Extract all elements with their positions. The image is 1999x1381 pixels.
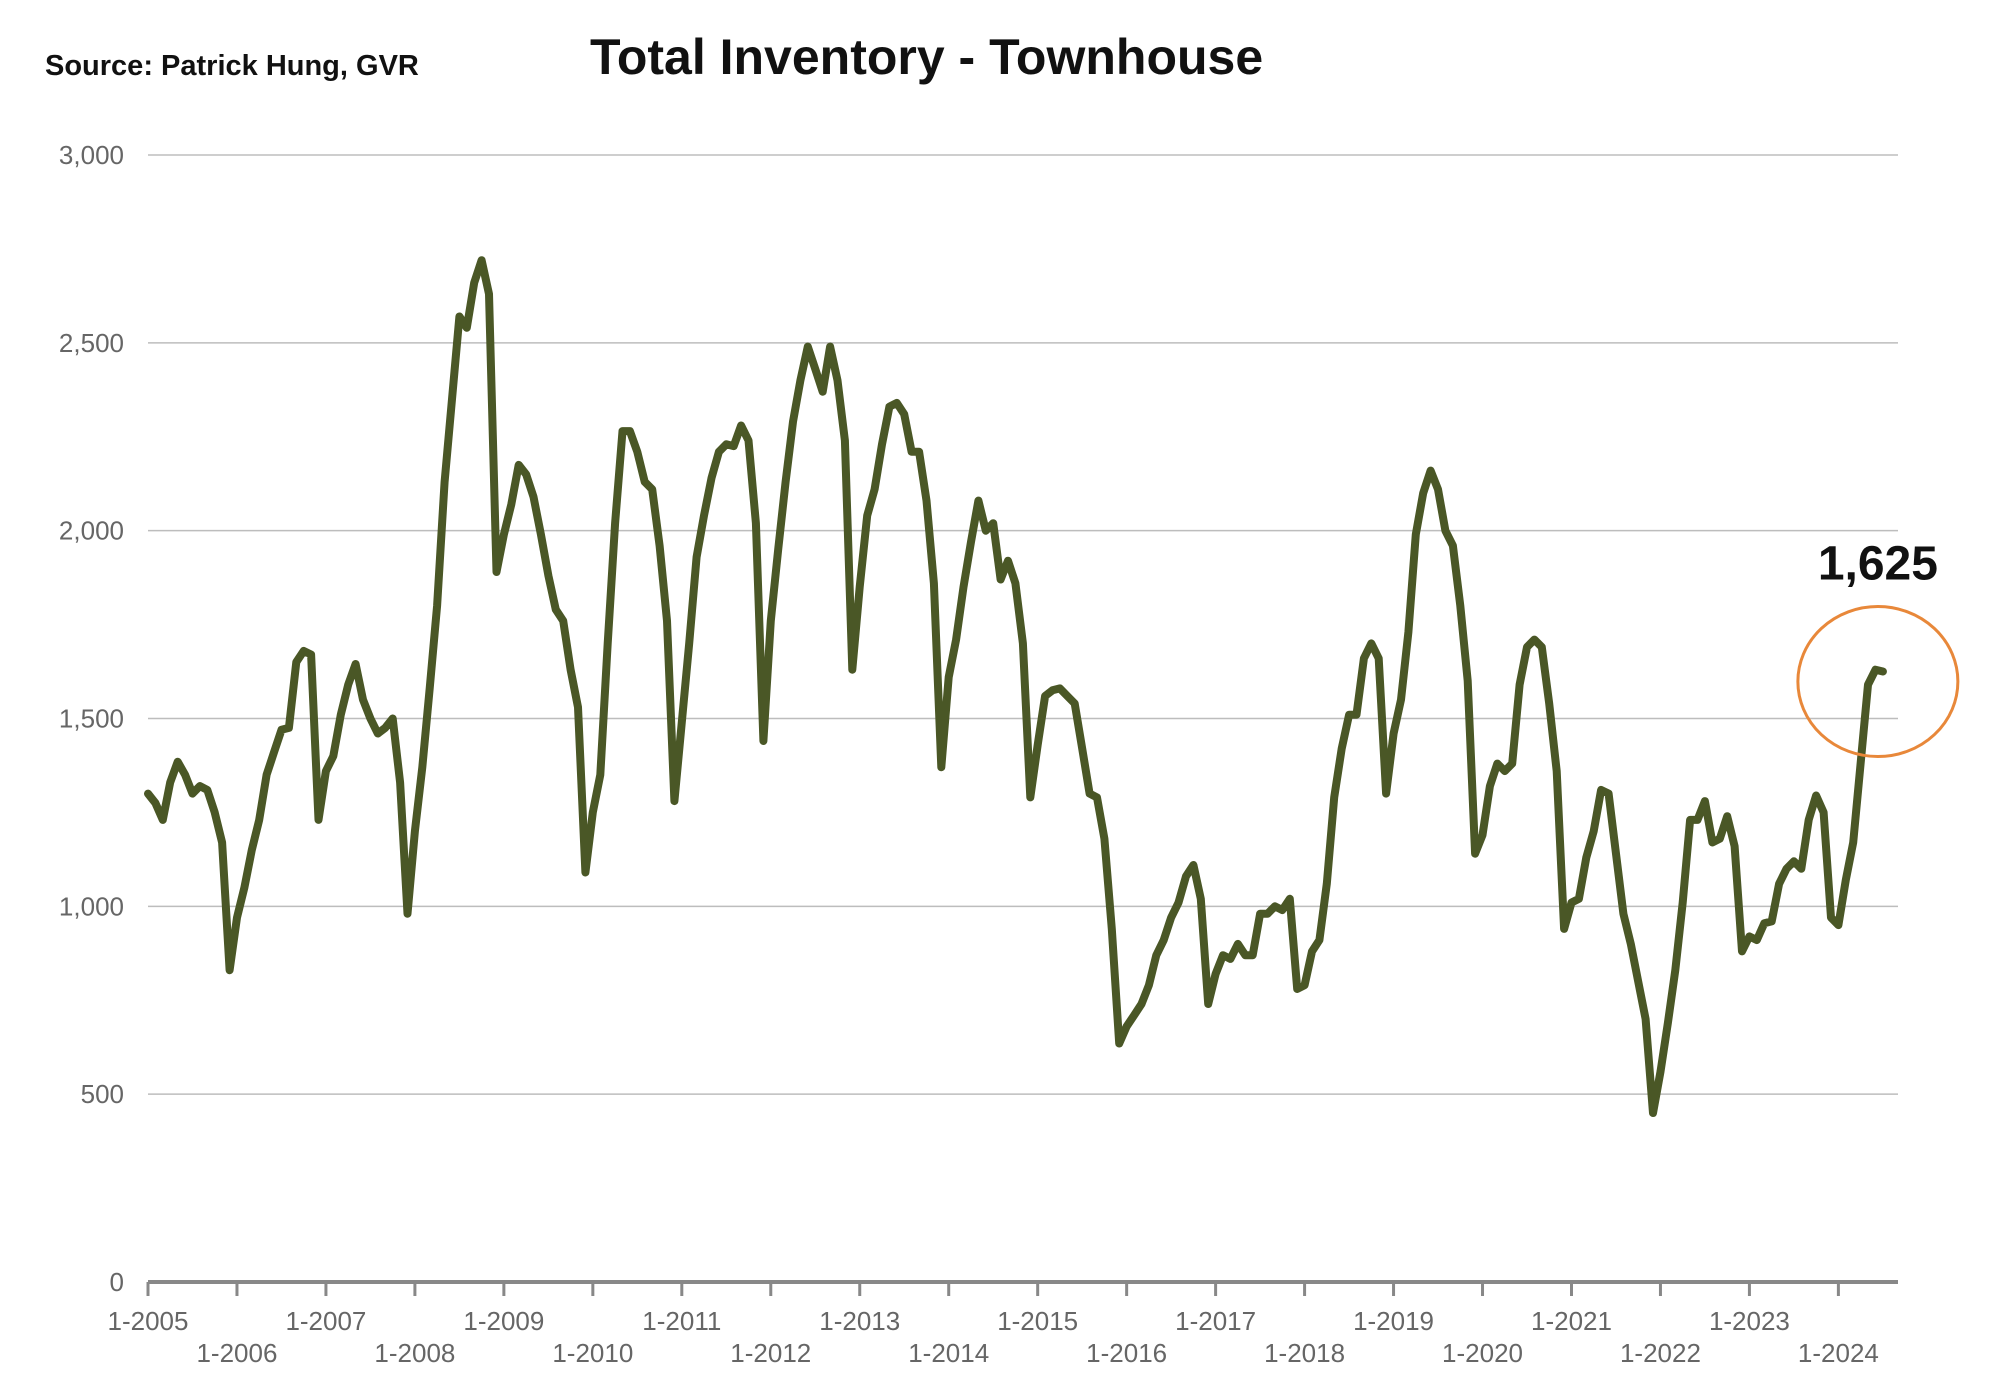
y-tick-label: 2,000	[59, 516, 124, 546]
y-tick-label: 1,500	[59, 704, 124, 734]
x-tick-label: 1-2023	[1709, 1306, 1790, 1336]
x-tick-label: 1-2024	[1798, 1338, 1879, 1368]
callout-label: 1,625	[1818, 538, 1938, 591]
x-tick-label: 1-2021	[1531, 1306, 1612, 1336]
y-tick-label: 1,000	[59, 891, 124, 921]
x-tick-label: 1-2008	[374, 1338, 455, 1368]
x-tick-label: 1-2013	[819, 1306, 900, 1336]
x-tick-label: 1-2022	[1620, 1338, 1701, 1368]
x-tick-label: 1-2011	[642, 1306, 721, 1336]
y-tick-label: 0	[110, 1267, 124, 1297]
x-tick-label: 1-2017	[1175, 1306, 1256, 1336]
x-tick-label: 1-2020	[1442, 1338, 1523, 1368]
y-tick-label: 2,500	[59, 328, 124, 358]
source-note: Source: Patrick Hung, GVR	[45, 50, 419, 82]
x-tick-label: 1-2005	[108, 1306, 189, 1336]
chart-title: Total Inventory - Townhouse	[590, 29, 1264, 85]
y-tick-label: 3,000	[59, 140, 124, 170]
x-tick-label: 1-2016	[1086, 1338, 1167, 1368]
x-tick-label: 1-2007	[285, 1306, 366, 1336]
x-tick-label: 1-2018	[1264, 1338, 1345, 1368]
callout-circle	[1796, 605, 1960, 759]
axes: 05001,0001,5002,0002,5003,0001-20051-200…	[59, 140, 1898, 1368]
series-layer	[144, 256, 1887, 1117]
x-tick-label: 1-2019	[1353, 1306, 1434, 1336]
x-tick-label: 1-2006	[196, 1338, 277, 1368]
series-line	[144, 256, 1887, 1117]
x-tick-label: 1-2015	[997, 1306, 1078, 1336]
y-tick-label: 500	[81, 1079, 124, 1109]
x-tick-label: 1-2012	[730, 1338, 811, 1368]
x-tick-label: 1-2014	[908, 1338, 989, 1368]
x-tick-label: 1-2010	[552, 1338, 633, 1368]
x-tick-label: 1-2009	[463, 1306, 544, 1336]
callout: 1,625	[1796, 538, 1960, 759]
